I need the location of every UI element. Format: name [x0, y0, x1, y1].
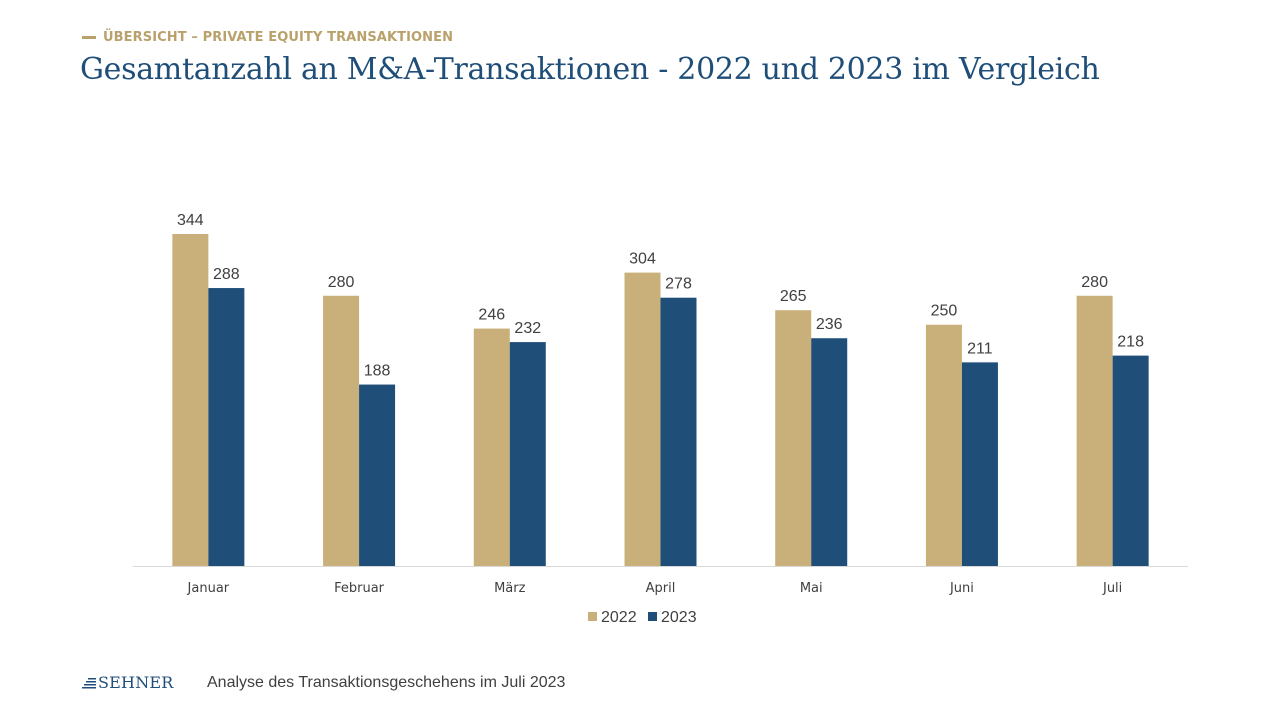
x-tick-label: Juli — [1102, 581, 1122, 596]
bar-2022-Juli — [1076, 295, 1113, 566]
legend-label: 2023 — [661, 609, 697, 626]
data-label: 211 — [967, 340, 993, 357]
section-label: ÜBERSICHT – PRIVATE EQUITY TRANSAKTIONEN — [82, 30, 453, 45]
bar-2022-Januar — [172, 234, 209, 566]
x-tick-label: Juni — [949, 581, 974, 596]
data-label: 265 — [780, 288, 807, 305]
bar-2022-Mai — [775, 310, 812, 566]
data-label: 280 — [328, 274, 355, 291]
bar-2022-Februar — [323, 295, 360, 566]
data-label: 246 — [478, 307, 505, 324]
x-tick-label: Mai — [800, 581, 823, 596]
x-tick-label: Februar — [334, 581, 385, 596]
legend-swatch-2023 — [648, 612, 657, 621]
data-label: 304 — [629, 251, 656, 268]
logo-text: SEHNER — [98, 673, 174, 692]
x-tick-label: Januar — [187, 581, 230, 596]
data-label: 250 — [931, 303, 958, 320]
bar-2022-Juni — [925, 324, 962, 566]
data-label: 218 — [1117, 334, 1144, 351]
data-label: 280 — [1081, 274, 1108, 291]
bar-2023-Mai — [811, 338, 848, 566]
x-tick-label: April — [646, 581, 676, 596]
footer: SEHNER Analyse des Transaktionsgeschehen… — [0, 668, 1280, 698]
section-label-text: ÜBERSICHT – PRIVATE EQUITY TRANSAKTIONEN — [103, 30, 454, 45]
bar-2023-März — [509, 342, 546, 566]
data-label: 236 — [816, 316, 843, 333]
bar-2023-April — [660, 297, 697, 566]
legend-swatch-2022 — [588, 612, 597, 621]
data-label: 288 — [213, 266, 240, 283]
bar-2022-März — [473, 328, 510, 566]
section-marker — [82, 36, 96, 39]
bar-2023-Juni — [961, 362, 998, 566]
bar-2022-April — [624, 272, 661, 566]
legend-label: 2022 — [601, 609, 637, 626]
bar-2023-Februar — [359, 384, 396, 566]
footer-caption: Analyse des Transaktionsgeschehens im Ju… — [207, 674, 566, 691]
x-tick-label: März — [494, 581, 526, 596]
data-label: 188 — [364, 363, 391, 380]
data-label: 278 — [665, 276, 692, 293]
bar-2023-Januar — [208, 288, 245, 566]
page-title: Gesamtanzahl an M&A-Transaktionen - 2022… — [80, 52, 1100, 87]
bar-2023-Juli — [1112, 355, 1149, 566]
logo: SEHNER — [82, 673, 174, 692]
data-label: 344 — [177, 212, 204, 229]
stairs-icon — [82, 677, 96, 688]
data-label: 232 — [514, 320, 541, 337]
